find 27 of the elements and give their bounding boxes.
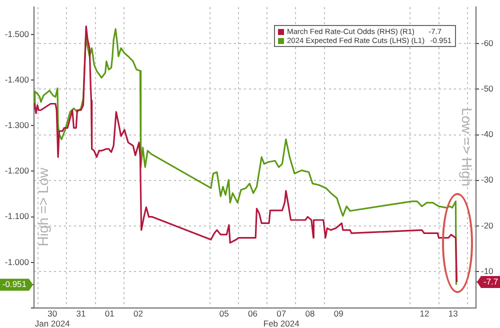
x-tick-label: 08 <box>305 308 315 318</box>
y2-tick-label: -40 <box>481 129 494 140</box>
y2-tick-label: -30 <box>481 174 494 185</box>
y2-tick-label: -10 <box>481 266 494 276</box>
x-tick-label: 06 <box>248 308 258 318</box>
x-tick-label: 12 <box>420 308 430 318</box>
x-tick-label: 01 <box>104 308 115 318</box>
y-tick-label: -1.200 <box>4 166 30 176</box>
y2-axis-title: Low => High <box>459 108 476 186</box>
x-tick-label: 05 <box>219 308 230 318</box>
y-tick-label: -1.500 <box>4 28 30 39</box>
y2-tick-label: -20 <box>481 220 494 230</box>
x-tick-label: 30 Jan 2024 <box>34 308 70 328</box>
y-tick-label: -1.400 <box>4 74 30 84</box>
y-tick-label: -1.100 <box>4 211 30 222</box>
y2-tick-label: -50 <box>481 84 494 94</box>
y-axis-title: High => Low <box>34 166 51 246</box>
x-tick-label: 07 Feb 2024 <box>263 308 300 328</box>
x-tick-label: 31 <box>76 308 86 318</box>
y-tick-label: -0.951 <box>2 279 27 290</box>
x-tick-label: 13 <box>448 308 458 318</box>
x-tick-label: 09 <box>334 308 344 318</box>
y2-tick-label: -60 <box>481 38 494 48</box>
x-tick-label: 02 <box>133 308 144 318</box>
y-tick-label: -1.300 <box>4 120 30 130</box>
y-tick-label: -1.000 <box>4 256 30 267</box>
y2-tick-label: -7.7 <box>483 276 498 286</box>
